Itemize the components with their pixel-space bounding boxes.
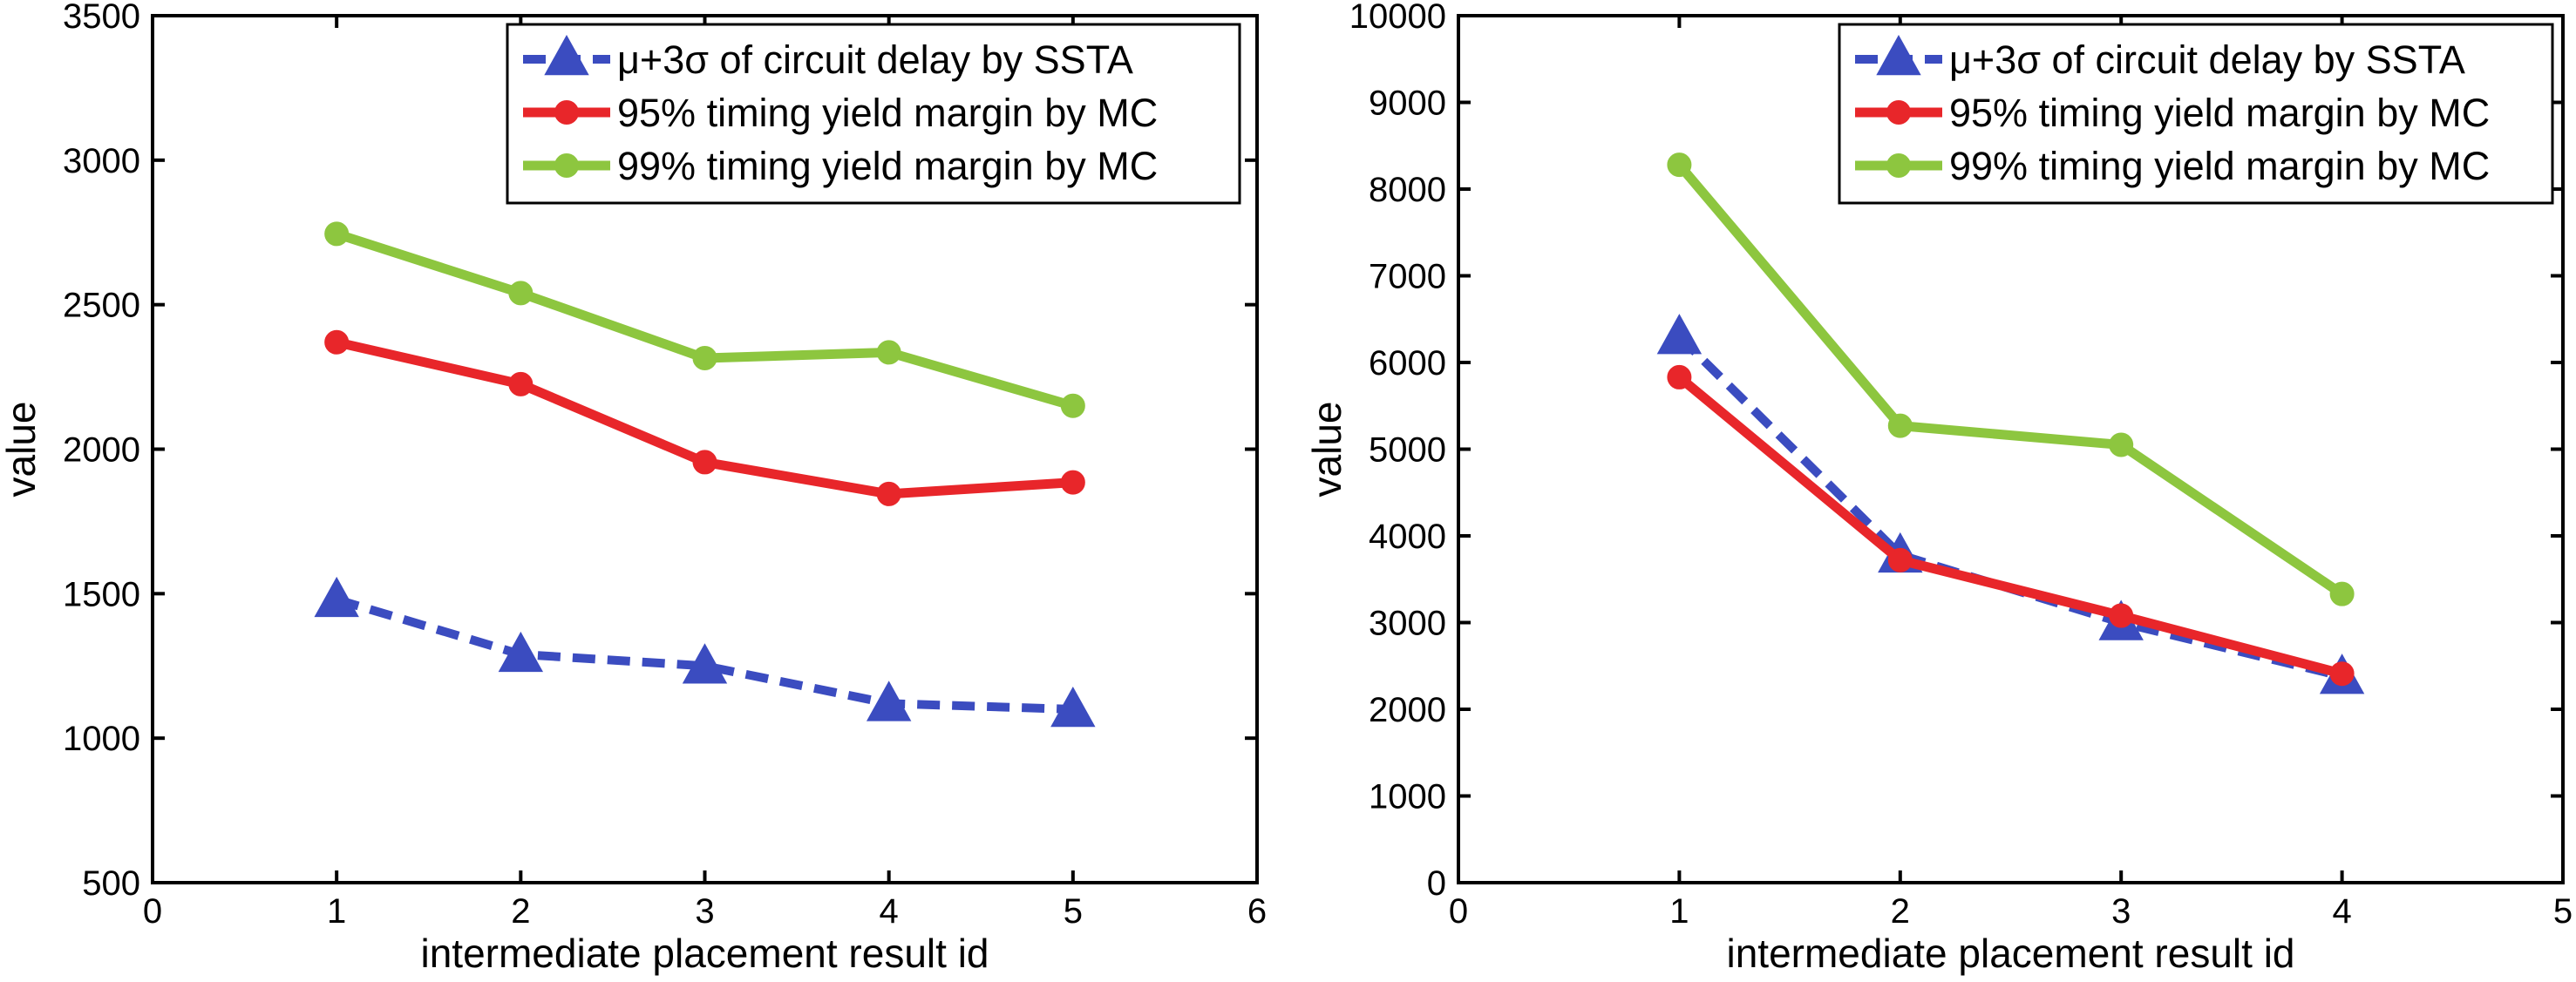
y-tick-label: 5000 bbox=[1369, 431, 1446, 470]
series-line bbox=[1674, 159, 2348, 599]
legend-box bbox=[506, 23, 1241, 205]
data-point-circle bbox=[508, 281, 534, 306]
x-axis-label: intermediate placement result id bbox=[1727, 931, 2295, 976]
y-tick-label: 2500 bbox=[63, 287, 140, 325]
data-point-circle bbox=[1667, 364, 1692, 389]
legend-marker-circle bbox=[554, 153, 579, 178]
series-1 bbox=[1656, 314, 2365, 694]
legend-marker-triangle bbox=[544, 34, 589, 76]
y-tick-label: 1000 bbox=[63, 720, 140, 758]
data-point-circle bbox=[1060, 393, 1085, 418]
chart-panel-2: 0 1 2 3 4 5 0 1000 2000 3000 4000 5000 6000 7000 8000 9… bbox=[1304, 0, 2573, 976]
y-tick-label: 500 bbox=[82, 864, 140, 903]
data-point-circle bbox=[692, 450, 717, 475]
data-point-circle bbox=[1887, 547, 1913, 572]
series-2 bbox=[1667, 364, 2355, 687]
y-tick-label: 1500 bbox=[63, 575, 140, 613]
x-tick-label: 1 bbox=[327, 892, 346, 931]
legend-marker-circle bbox=[1886, 153, 1911, 178]
series-line bbox=[1674, 372, 2348, 679]
chart-panel-1: 0 1 2 3 4 5 6 500 1000 1500 2000 2500 3000 3500 interm… bbox=[0, 0, 1267, 976]
y-tick-label: 10000 bbox=[1349, 0, 1446, 36]
x-tick-label: 0 bbox=[1449, 892, 1468, 931]
legend-box bbox=[1838, 23, 2554, 205]
legend-label: 95% timing yield margin by MC bbox=[617, 91, 1158, 135]
x-tick-label: 3 bbox=[2111, 892, 2131, 931]
y-tick-label: 3000 bbox=[63, 142, 140, 180]
legend-marker-circle bbox=[1886, 100, 1911, 125]
x-tick-label: 3 bbox=[695, 892, 714, 931]
data-point-circle bbox=[1667, 152, 1692, 178]
y-tick-label: 8000 bbox=[1369, 171, 1446, 209]
data-point-circle bbox=[324, 221, 350, 247]
x-tick-label: 2 bbox=[1891, 892, 1910, 931]
data-point-triangle bbox=[1050, 686, 1096, 728]
series-line bbox=[331, 228, 1078, 411]
legend: μ+3σ of circuit delay by SSTA 95% timing … bbox=[1838, 23, 2554, 205]
legend-label: μ+3σ of circuit delay by SSTA bbox=[617, 37, 1133, 82]
y-tick-label: 4000 bbox=[1369, 518, 1446, 556]
data-point-circle bbox=[508, 371, 534, 396]
data-point-circle bbox=[692, 346, 717, 371]
x-tick-label: 4 bbox=[2332, 892, 2351, 931]
data-point-circle bbox=[1060, 470, 1085, 495]
legend-label: 99% timing yield margin by MC bbox=[617, 144, 1158, 188]
y-axis-label: value bbox=[0, 402, 44, 498]
series-3 bbox=[324, 221, 1085, 418]
x-tick-label: 4 bbox=[880, 892, 899, 931]
y-tick-label: 7000 bbox=[1369, 258, 1446, 296]
y-tick-label: 3000 bbox=[1369, 605, 1446, 643]
data-point-circle bbox=[876, 481, 901, 506]
legend-marker-triangle bbox=[1876, 34, 1921, 76]
y-tick-label: 9000 bbox=[1369, 85, 1446, 123]
x-tick-label: 0 bbox=[143, 892, 162, 931]
x-tick-label: 2 bbox=[511, 892, 530, 931]
data-point-triangle bbox=[498, 631, 544, 673]
data-point-circle bbox=[2109, 432, 2134, 457]
data-point-circle bbox=[324, 329, 350, 355]
data-point-circle bbox=[2329, 661, 2355, 687]
x-axis-label: intermediate placement result id bbox=[421, 931, 989, 976]
data-point-circle bbox=[1887, 413, 1913, 438]
series-3 bbox=[1667, 152, 2355, 606]
y-tick-label: 6000 bbox=[1369, 344, 1446, 383]
y-tick-label: 0 bbox=[1427, 864, 1446, 903]
legend-label: 95% timing yield margin by MC bbox=[1949, 91, 2490, 135]
x-tick-label: 6 bbox=[1247, 892, 1267, 931]
data-point-triangle bbox=[866, 681, 912, 721]
data-point-circle bbox=[2329, 581, 2355, 606]
y-tick-label: 2000 bbox=[63, 431, 140, 470]
legend-label: 99% timing yield margin by MC bbox=[1949, 144, 2490, 188]
y-tick-label: 1000 bbox=[1369, 778, 1446, 816]
data-point-triangle bbox=[682, 643, 728, 684]
y-tick-label: 2000 bbox=[1369, 691, 1446, 729]
legend-marker-circle bbox=[554, 100, 579, 125]
x-tick-label: 1 bbox=[1669, 892, 1689, 931]
series-line bbox=[1675, 333, 2343, 681]
y-tick-label: 3500 bbox=[63, 0, 140, 36]
data-point-circle bbox=[2109, 603, 2134, 628]
legend-label: μ+3σ of circuit delay by SSTA bbox=[1949, 37, 2465, 82]
series-2 bbox=[324, 329, 1085, 506]
x-tick-label: 5 bbox=[1064, 892, 1083, 931]
series-1 bbox=[314, 576, 1096, 728]
x-tick-label: 5 bbox=[2553, 892, 2573, 931]
y-axis-label: value bbox=[1304, 402, 1349, 498]
data-point-triangle bbox=[1656, 314, 1703, 355]
data-point-circle bbox=[876, 340, 901, 365]
legend: μ+3σ of circuit delay by SSTA 95% timing … bbox=[506, 23, 1241, 205]
data-point-triangle bbox=[314, 576, 359, 618]
